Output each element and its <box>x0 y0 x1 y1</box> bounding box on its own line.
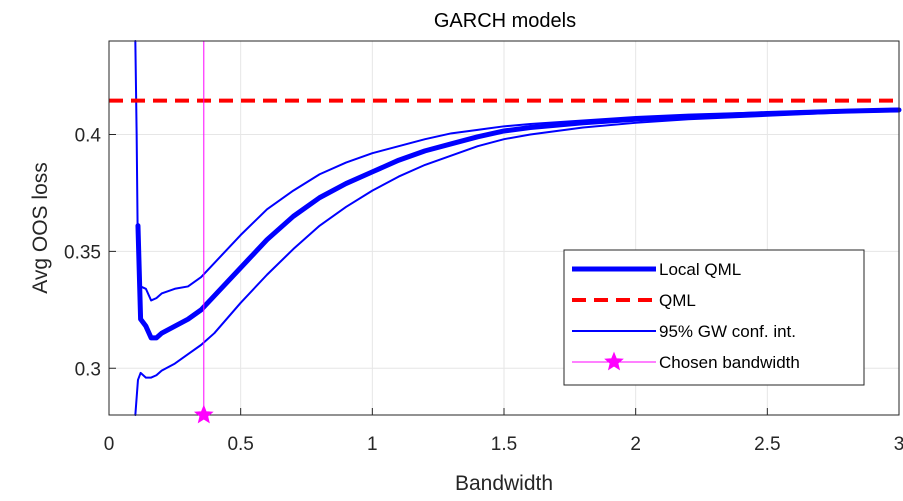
legend-label-chosen-bandwidth: Chosen bandwidth <box>659 353 800 372</box>
x-tick-label: 2.5 <box>754 434 780 455</box>
x-tick-label: 0 <box>104 434 115 455</box>
chart-title: GARCH models <box>434 10 576 32</box>
y-axis-ticks: 0.3 0.35 0.4 <box>64 126 116 380</box>
y-tick-label: 0.35 <box>64 242 101 263</box>
legend-star-marker <box>604 351 624 371</box>
x-tick-label: 1.5 <box>491 434 517 455</box>
y-tick-label: 0.4 <box>75 126 102 147</box>
x-tick-label: 3 <box>894 434 903 455</box>
x-tick-label: 1 <box>367 434 378 455</box>
legend-label-qml: QML <box>659 291 696 310</box>
series-line-95-gw-conf-int-lower <box>134 110 900 416</box>
series-layer <box>109 40 902 416</box>
chosen-bandwidth-star <box>193 404 214 424</box>
legend: Local QML QML 95% GW conf. int. Chosen band… <box>563 249 865 386</box>
legend-label-95-gw-conf-int: 95% GW conf. int. <box>659 322 796 341</box>
y-axis-label: Avg OOS loss <box>29 162 52 294</box>
legend-label-local-qml: Local QML <box>659 260 741 279</box>
series-line-local-qml <box>135 107 902 341</box>
y-tick-label: 0.3 <box>75 359 101 380</box>
x-axis-ticks: 0 0.5 1 1.5 2 2.5 3 <box>104 408 903 455</box>
x-tick-label: 0.5 <box>227 434 253 455</box>
plot-area <box>108 40 902 416</box>
x-axis-label: Bandwidth <box>455 472 553 495</box>
x-tick-label: 2 <box>630 434 641 455</box>
